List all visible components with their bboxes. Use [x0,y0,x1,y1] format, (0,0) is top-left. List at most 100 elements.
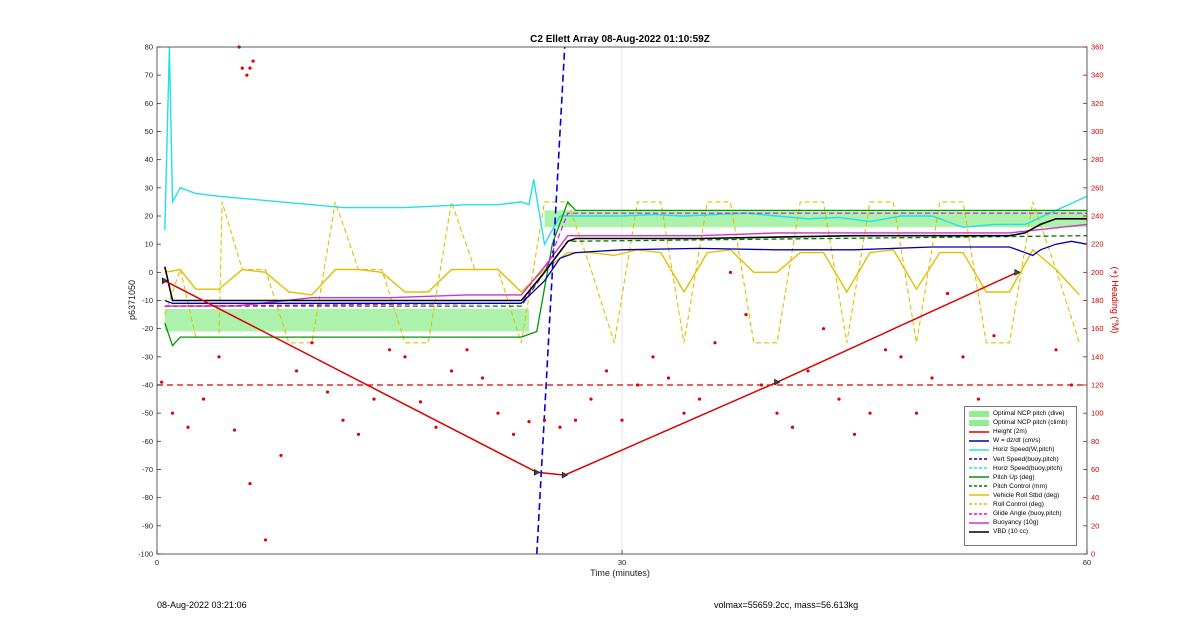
heading-point [930,376,934,380]
lines-layer [157,46,1088,555]
legend-label: Height (2m) [993,428,1027,436]
y-tick-label: 0 [149,268,153,277]
heading-point [790,425,795,429]
height-marker [774,378,781,386]
heading-point [589,397,593,401]
y2-tick-label: 140 [1091,352,1104,361]
heading-point [883,348,888,352]
legend-label: Vehicle Roll Stbd (deg) [993,491,1060,499]
x-axis-label: Time (minutes) [590,568,650,578]
legend-swatch-fill [969,410,989,417]
heading-point [325,390,330,394]
height-marker [162,277,169,285]
heading-point [310,341,314,345]
legend-item-buoy: Buoyancy (10g) [968,518,1073,527]
y-tick-label: 30 [145,183,153,192]
y2-tick-label: 40 [1091,493,1099,502]
y2-tick-label: 320 [1091,99,1104,108]
y-tick-label: -10 [142,296,153,305]
heading-point [449,369,454,373]
legend-label: Pitch Up (deg) [993,473,1035,481]
heading-point [728,270,733,274]
y-tick-label: -30 [142,352,153,361]
heading-point [558,425,562,429]
heading-point [186,425,190,429]
heading-point [434,425,438,429]
legend-label: W = dz/dt (cm/s) [993,437,1041,445]
y2-tick-label: 220 [1091,240,1104,249]
y-tick-label: -100 [138,550,153,559]
heading-point [232,428,237,432]
legend-item-pitch-up: Pitch Up (deg) [968,473,1073,482]
legend-item-horiz-buoy: Horiz Speed(buoy,pitch) [968,464,1073,473]
y-tick-label: 40 [145,155,153,164]
legend-item-pitch-ctrl: Pitch Control (mm) [968,482,1073,491]
y2-tick-label: 0 [1091,550,1095,559]
legend-label: Roll Control (deg) [993,500,1044,508]
heading-point [697,397,702,401]
legend-swatch [969,467,989,469]
heading-point [821,327,826,331]
legend-label: Horiz Speed(W,pitch) [993,446,1055,454]
heading-point [511,432,516,436]
heading-point [160,380,164,384]
legend-item-roll-ctrl: Roll Control (deg) [968,500,1073,509]
heading-point [496,411,500,415]
legend-swatch [969,485,989,488]
heading-point [263,538,268,542]
legend-swatch [969,458,989,460]
legend-item-vbd: VBD (10 cc) [968,527,1073,536]
heading-point [806,369,810,373]
y-tick-label: 80 [145,43,153,52]
y-tick-label: 20 [145,212,153,221]
y2-tick-label: 100 [1091,409,1104,418]
legend-item-w: W = dz/dt (cm/s) [968,436,1073,445]
x-tick-label: 0 [155,558,159,567]
y2-tick-label: 300 [1091,127,1104,136]
ncp-band-dive [164,308,529,332]
legend-swatch [969,512,989,515]
heading-point [620,418,624,422]
heading-point [604,369,609,373]
legend-item-glide: Glide Angle (buoy,pitch) [968,509,1073,518]
legend-label: Vert Speed(buoy,pitch) [993,455,1059,463]
y-axis-label: p6371050 [127,280,137,320]
chart-legend: Optimal NCP pitch (dive) Optimal NCP pitc… [964,406,1077,546]
legend-label: Pitch Control (mm) [993,482,1048,490]
y2-tick-label: 120 [1091,381,1104,390]
heading-point [527,420,531,424]
heading-outlier-point [248,66,252,70]
heading-point [542,418,547,422]
legend-swatch [969,410,989,417]
heading-point [837,397,841,401]
legend-label: Optimal NCP pitch (dive) [993,410,1065,418]
heading-point [899,355,903,359]
legend-swatch [969,419,989,426]
y2-tick-label: 60 [1091,465,1099,474]
y2-tick-label: 260 [1091,183,1104,192]
heading-point [279,453,283,458]
y2-tick-label: 240 [1091,212,1104,221]
y2-tick-label: 280 [1091,155,1104,164]
legend-item-ncp-climb: Optimal NCP pitch (climb) [968,418,1073,427]
y-tick-label: -50 [142,409,153,418]
legend-swatch [969,476,989,478]
y-tick-label: -60 [142,437,153,446]
y2-tick-label: 180 [1091,296,1104,305]
y2-tick-label: 340 [1091,71,1104,80]
heading-point [418,400,423,404]
legend-label: Glide Angle (buoy,pitch) [993,510,1062,518]
heading-outlier-point [245,73,249,77]
y2-tick-label: 20 [1091,521,1099,530]
y2-axis-label: (+) Heading (°M) [1110,267,1120,334]
heading-point [356,432,361,436]
heading-point [341,418,345,422]
heading-point [713,341,717,345]
series-pitch-control [164,235,1088,307]
series-horiz-speed [164,46,1088,247]
legend-label: Buoyancy (10g) [993,519,1039,527]
heading-point [682,411,686,415]
series-w-dzdt [164,240,1088,304]
y2-tick-label: 160 [1091,324,1104,333]
y-tick-label: 10 [145,240,153,249]
